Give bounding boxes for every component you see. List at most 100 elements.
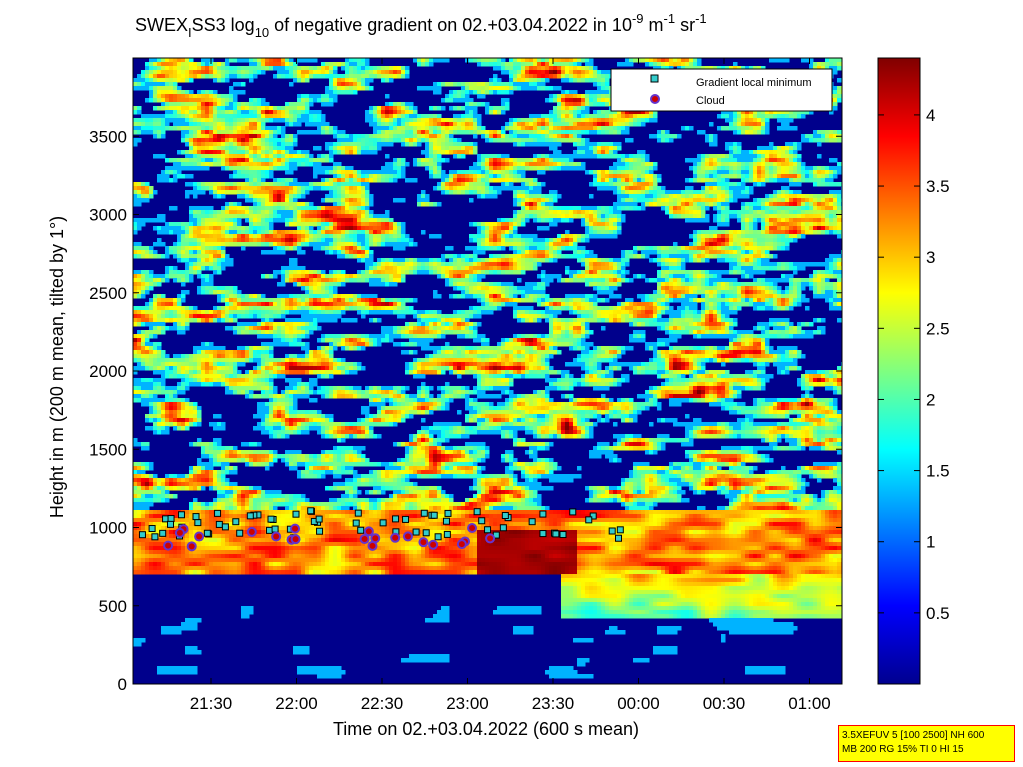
heatmap-cell	[213, 286, 218, 291]
heatmap-cell	[233, 466, 238, 471]
heatmap-cell	[245, 506, 250, 511]
heatmap-cell	[273, 66, 278, 71]
heatmap-cell	[261, 506, 266, 511]
heatmap-cell	[313, 426, 318, 431]
heatmap-cell	[193, 114, 198, 119]
heatmap-cell	[277, 434, 282, 439]
heatmap-cell	[137, 366, 142, 371]
heatmap-cell	[317, 186, 322, 191]
heatmap-cell	[265, 222, 270, 227]
heatmap-cell	[217, 286, 222, 291]
heatmap-cell	[137, 382, 142, 387]
heatmap-cell	[201, 354, 206, 359]
heatmap-cell	[289, 302, 294, 307]
heatmap-cell	[157, 94, 162, 99]
heatmap-cell	[233, 490, 238, 495]
heatmap-cell	[265, 562, 270, 567]
heatmap-cell	[237, 346, 242, 351]
heatmap-cell	[145, 366, 150, 371]
heatmap-cell	[281, 498, 286, 503]
heatmap-cell	[157, 354, 162, 359]
heatmap-cell	[281, 206, 286, 211]
heatmap-cell	[157, 278, 162, 283]
heatmap-cell	[217, 262, 222, 267]
heatmap-cell	[253, 170, 258, 175]
heatmap-cell	[193, 570, 198, 575]
heatmap-cell	[333, 230, 338, 235]
heatmap-cell	[249, 390, 254, 395]
heatmap-cell	[309, 238, 314, 243]
heatmap-cell	[241, 226, 246, 231]
heatmap-cell	[233, 350, 238, 355]
heatmap-cell	[277, 150, 282, 155]
heatmap-cell	[145, 114, 150, 119]
heatmap-cell	[237, 450, 242, 455]
heatmap-cell	[309, 214, 314, 219]
heatmap-cell	[177, 230, 182, 235]
heatmap-cell	[209, 442, 214, 447]
heatmap-cell	[273, 314, 278, 319]
heatmap-cell	[197, 438, 202, 443]
heatmap-cell	[345, 482, 350, 487]
heatmap-cell	[237, 382, 242, 387]
heatmap-cell	[157, 226, 162, 231]
heatmap-cell	[189, 162, 194, 167]
heatmap-cell	[141, 526, 146, 531]
heatmap-cell	[205, 130, 210, 135]
heatmap-cell	[329, 250, 334, 255]
heatmap-cell	[177, 250, 182, 255]
heatmap-cell	[201, 502, 206, 507]
heatmap-cell	[185, 354, 190, 359]
heatmap-cell	[281, 150, 286, 155]
heatmap-cell	[193, 142, 198, 147]
heatmap-cell	[185, 222, 190, 227]
heatmap-cell	[173, 166, 178, 171]
heatmap-cell	[269, 426, 274, 431]
heatmap-cell	[229, 310, 234, 315]
heatmap-cell	[341, 250, 346, 255]
heatmap-cell	[293, 238, 298, 243]
heatmap-cell	[193, 138, 198, 143]
heatmap-cell	[257, 62, 262, 67]
heatmap-cell	[325, 334, 330, 339]
heatmap-cell	[205, 518, 210, 523]
heatmap-cell	[189, 670, 194, 675]
heatmap-cell	[237, 114, 242, 119]
heatmap-cell	[293, 370, 298, 375]
heatmap-cell	[317, 74, 322, 79]
heatmap-cell	[345, 502, 350, 507]
heatmap-cell	[189, 58, 194, 63]
heatmap-cell	[253, 294, 258, 299]
heatmap-cell	[237, 506, 242, 511]
heatmap-cell	[273, 190, 278, 195]
heatmap-cell	[253, 322, 258, 327]
heatmap-cell	[181, 322, 186, 327]
heatmap-cell	[141, 462, 146, 467]
heatmap-cell	[245, 114, 250, 119]
heatmap-cell	[265, 330, 270, 335]
heatmap-cell	[189, 402, 194, 407]
heatmap-cell	[325, 242, 330, 247]
heatmap-cell	[337, 550, 342, 555]
heatmap-cell	[229, 506, 234, 511]
heatmap-cell	[217, 546, 222, 551]
heatmap-cell	[141, 126, 146, 131]
heatmap-cell	[165, 494, 170, 499]
heatmap-cell	[309, 102, 314, 107]
heatmap-cell	[249, 394, 254, 399]
heatmap-cell	[185, 310, 190, 315]
heatmap-cell	[189, 554, 194, 559]
heatmap-cell	[217, 502, 222, 507]
heatmap-cell	[237, 294, 242, 299]
heatmap-cell	[141, 390, 146, 395]
heatmap-cell	[145, 506, 150, 511]
heatmap-cell	[169, 306, 174, 311]
heatmap-cell	[177, 150, 182, 155]
heatmap-cell	[225, 554, 230, 559]
heatmap-cell	[329, 70, 334, 75]
heatmap-cell	[161, 522, 166, 527]
heatmap-cell	[261, 70, 266, 75]
heatmap-cell	[301, 114, 306, 119]
heatmap-cell	[265, 174, 270, 179]
heatmap-cell	[253, 546, 258, 551]
